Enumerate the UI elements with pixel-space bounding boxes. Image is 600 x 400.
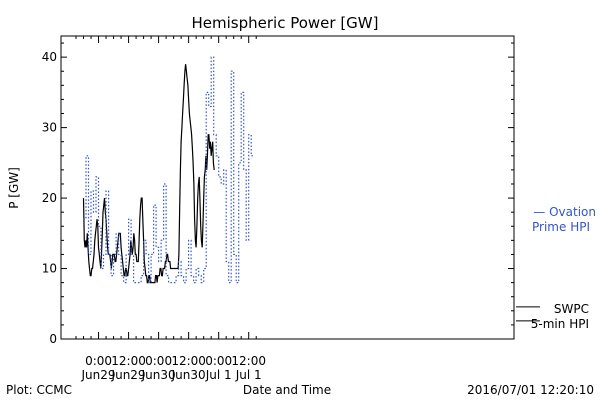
legend-swpc-label-1: SWPC — [554, 302, 589, 316]
series-layer — [82, 56, 254, 284]
legend-swpc-label-2: 5-min HPI — [531, 317, 589, 331]
x-tick-time-5: 12:00 — [231, 354, 266, 368]
x-tick-time-0: 0:00 — [85, 354, 112, 368]
footer-timestamp: 2016/07/01 12:20:10 — [467, 383, 594, 397]
x-tick-time-4: 0:00 — [205, 354, 232, 368]
x-tick-time-3: 12:00 — [171, 354, 206, 368]
y-axis-label: P [GW] — [7, 167, 21, 209]
x-tick-date-4: Jul 1 — [205, 368, 232, 382]
legend-ovation-label-2: Prime HPI — [532, 220, 590, 234]
y-tick-label-3: 30 — [42, 121, 57, 135]
footer-plot-credit: Plot: CCMC — [6, 383, 72, 397]
x-tick-date-0: Jun29 — [81, 368, 116, 382]
footer-x-axis-label: Date and Time — [243, 383, 331, 397]
y-axis-ticks: 0 10 20 30 40 — [42, 42, 514, 346]
x-tick-date-1: Jun29 — [111, 368, 146, 382]
x-axis-ticks: 0:00Jun2912:00Jun290:00Jun3012:00Jun300:… — [75, 36, 266, 382]
x-tick-date-5: Jul 1 — [235, 368, 262, 382]
x-tick-time-1: 12:00 — [111, 354, 146, 368]
x-tick-date-3: Jun30 — [171, 368, 206, 382]
y-tick-label-0: 0 — [49, 332, 57, 346]
plot-frame — [60, 35, 515, 340]
y-tick-label-4: 40 — [42, 50, 57, 64]
series-ovation-prime-line — [83, 56, 254, 284]
y-tick-label-1: 10 — [42, 262, 57, 276]
y-tick-label-2: 20 — [42, 191, 57, 205]
x-tick-time-2: 0:00 — [145, 354, 172, 368]
legend-ovation-label-1: — Ovation — [533, 205, 596, 219]
x-tick-date-2: Jun30 — [141, 368, 176, 382]
series-swpc-line — [82, 64, 215, 284]
chart-title: Hemispheric Power [GW] — [192, 14, 379, 32]
